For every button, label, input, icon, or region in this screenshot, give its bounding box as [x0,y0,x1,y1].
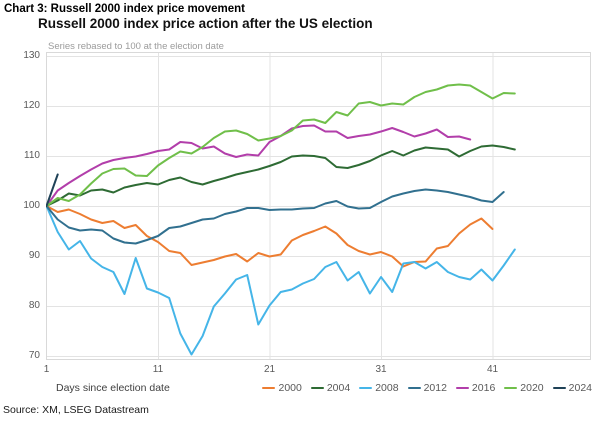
legend: 2000 2004 2008 2012 2016 2020 2024 [262,382,592,394]
legend-swatch-2004 [310,386,324,390]
legend-swatch-2024 [552,386,566,390]
legend-swatch-2008 [359,386,373,390]
y-tick-80: 80 [28,300,40,311]
legend-item-2024: 2024 [552,382,592,394]
legend-swatch-2020 [504,386,518,390]
plot-svg [46,52,591,360]
legend-label-2024: 2024 [568,382,592,394]
legend-label-2016: 2016 [471,382,496,394]
legend-item-2020: 2020 [504,382,544,394]
series-line-2024 [46,173,59,207]
y-tick-70: 70 [28,350,40,361]
x-axis-title: Days since election date [56,382,170,394]
legend-item-2008: 2008 [359,382,399,394]
legend-item-2004: 2004 [310,382,351,394]
plot-area [46,52,591,360]
x-tick-41: 41 [486,364,499,375]
x-tick-31: 31 [375,364,387,375]
chart-title: Russell 2000 index price action after th… [38,16,373,31]
series-line-2020 [46,83,516,207]
y-tick-100: 100 [23,200,40,211]
chart-caption: Chart 3: Russell 2000 index price moveme… [4,3,245,15]
y-tick-130: 130 [23,50,40,61]
series-line-2000 [46,205,494,268]
series-line-2016 [46,124,472,207]
legend-item-2000: 2000 [262,382,302,394]
source-note: Source: XM, LSEG Datastream [3,404,149,416]
legend-label-2000: 2000 [278,382,302,394]
series-line-2008 [46,205,516,356]
legend-label-2004: 2004 [326,382,351,394]
y-tick-110: 110 [24,150,40,161]
legend-label-2012: 2012 [423,382,447,394]
series-line-2012 [46,188,505,245]
legend-label-2008: 2008 [375,382,399,394]
legend-item-2016: 2016 [455,382,496,394]
x-tick-1: 1 [43,364,50,375]
x-tick-21: 21 [263,364,276,375]
series-line-2004 [46,144,516,207]
y-tick-90: 90 [28,250,40,261]
x-tick-11: 11 [152,364,164,375]
legend-swatch-2012 [407,386,421,390]
legend-swatch-2016 [455,386,469,390]
chart-subtitle: Series rebased to 100 at the election da… [48,41,224,52]
legend-swatch-2000 [262,386,276,390]
legend-item-2012: 2012 [407,382,447,394]
y-tick-120: 120 [23,100,40,111]
legend-label-2020: 2020 [520,382,544,394]
